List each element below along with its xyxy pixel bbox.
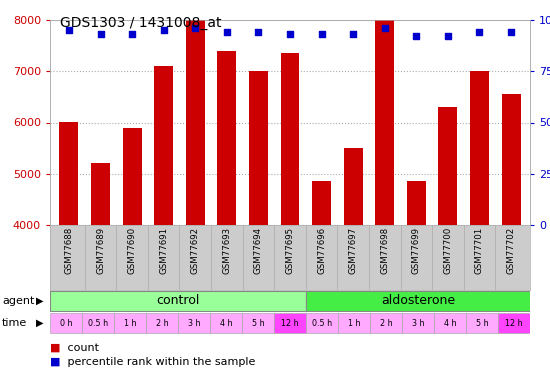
- Bar: [114, 313, 146, 333]
- Text: ■: ■: [50, 357, 60, 367]
- Text: ▶: ▶: [36, 296, 43, 306]
- Point: [64, 27, 73, 33]
- Bar: [434, 313, 466, 333]
- Point: [475, 29, 484, 35]
- Bar: [50, 291, 306, 311]
- Bar: [502, 94, 520, 225]
- Bar: [178, 313, 210, 333]
- Text: 0 h: 0 h: [60, 318, 72, 327]
- Bar: [438, 107, 458, 225]
- Text: GSM77688: GSM77688: [64, 227, 74, 274]
- Bar: [249, 71, 268, 225]
- Bar: [91, 164, 110, 225]
- Bar: [312, 182, 331, 225]
- Text: ▶: ▶: [36, 318, 43, 328]
- Text: GSM77695: GSM77695: [285, 227, 294, 274]
- Text: 2 h: 2 h: [156, 318, 168, 327]
- Point: [507, 29, 515, 35]
- Bar: [242, 313, 274, 333]
- Text: 4 h: 4 h: [444, 318, 456, 327]
- Point: [254, 29, 263, 35]
- Bar: [123, 128, 141, 225]
- Point: [191, 25, 200, 31]
- Text: GSM77690: GSM77690: [128, 227, 136, 274]
- Text: 12 h: 12 h: [505, 318, 523, 327]
- Text: time: time: [2, 318, 28, 328]
- Bar: [82, 313, 114, 333]
- Text: count: count: [64, 343, 99, 353]
- Text: 0.5 h: 0.5 h: [312, 318, 332, 327]
- Text: GSM77692: GSM77692: [191, 227, 200, 274]
- Text: 3 h: 3 h: [412, 318, 424, 327]
- Bar: [186, 20, 205, 225]
- Point: [285, 32, 294, 38]
- Bar: [210, 313, 242, 333]
- Point: [222, 29, 231, 35]
- Text: GSM77693: GSM77693: [222, 227, 232, 274]
- Text: ■: ■: [50, 343, 60, 353]
- Bar: [370, 313, 402, 333]
- Text: GSM77694: GSM77694: [254, 227, 263, 274]
- Text: 1 h: 1 h: [348, 318, 360, 327]
- Text: GSM77700: GSM77700: [443, 227, 453, 274]
- Text: GSM77697: GSM77697: [349, 227, 358, 274]
- Text: 3 h: 3 h: [188, 318, 200, 327]
- Bar: [407, 182, 426, 225]
- Text: aldosterone: aldosterone: [381, 294, 455, 307]
- Text: GSM77696: GSM77696: [317, 227, 326, 274]
- Bar: [306, 291, 530, 311]
- Point: [96, 32, 105, 38]
- Bar: [50, 313, 82, 333]
- Point: [317, 32, 326, 38]
- Text: 0.5 h: 0.5 h: [88, 318, 108, 327]
- Text: 5 h: 5 h: [476, 318, 488, 327]
- Bar: [338, 313, 370, 333]
- Bar: [280, 53, 299, 225]
- Text: GSM77699: GSM77699: [412, 227, 421, 274]
- Text: 5 h: 5 h: [252, 318, 265, 327]
- Text: 12 h: 12 h: [281, 318, 299, 327]
- Point: [160, 27, 168, 33]
- Bar: [146, 313, 178, 333]
- Text: GSM77698: GSM77698: [380, 227, 389, 274]
- Bar: [470, 71, 489, 225]
- Bar: [217, 51, 236, 225]
- Text: GSM77701: GSM77701: [475, 227, 484, 274]
- Text: 2 h: 2 h: [379, 318, 392, 327]
- Bar: [402, 313, 434, 333]
- Point: [128, 32, 136, 38]
- Bar: [498, 313, 530, 333]
- Text: GSM77689: GSM77689: [96, 227, 105, 274]
- Text: GSM77702: GSM77702: [507, 227, 515, 274]
- Bar: [375, 20, 394, 225]
- Bar: [274, 313, 306, 333]
- Bar: [466, 313, 498, 333]
- Point: [412, 33, 421, 39]
- Text: 1 h: 1 h: [124, 318, 136, 327]
- Point: [381, 25, 389, 31]
- Point: [349, 32, 358, 38]
- Text: percentile rank within the sample: percentile rank within the sample: [64, 357, 255, 367]
- Text: 4 h: 4 h: [220, 318, 232, 327]
- Point: [443, 33, 452, 39]
- Text: GDS1303 / 1431008_at: GDS1303 / 1431008_at: [60, 16, 222, 30]
- Text: control: control: [156, 294, 200, 307]
- Text: GSM77691: GSM77691: [159, 227, 168, 274]
- Bar: [306, 313, 338, 333]
- Bar: [154, 66, 173, 225]
- Bar: [344, 148, 362, 225]
- Text: agent: agent: [2, 296, 34, 306]
- Bar: [59, 123, 79, 225]
